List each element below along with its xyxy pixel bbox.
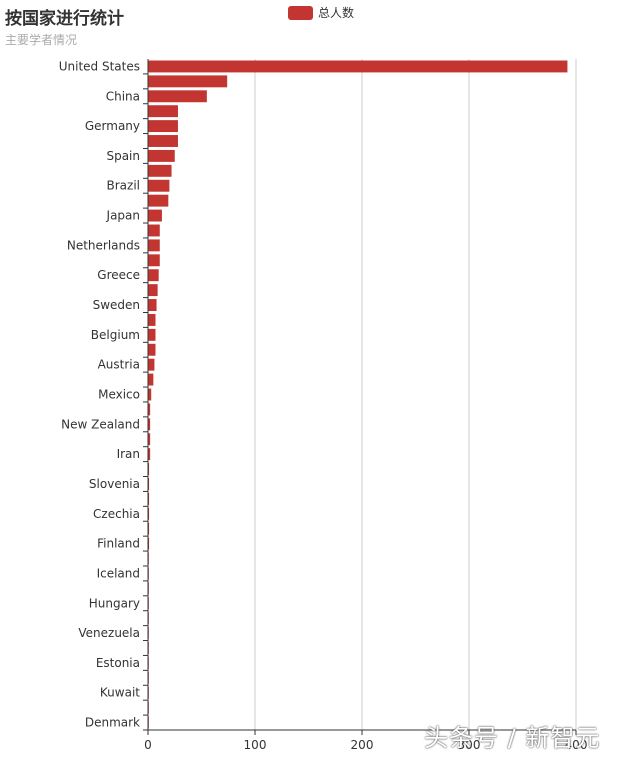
bar (148, 448, 151, 461)
y-tick-label: Spain (106, 149, 140, 163)
legend-swatch (288, 5, 313, 20)
bar (148, 478, 150, 490)
y-tick-label: Iran (117, 447, 140, 461)
bar (148, 149, 175, 162)
y-tick-label: Sweden (93, 298, 140, 312)
chart-title: 按国家进行统计 (5, 9, 124, 29)
y-tick-label: Finland (97, 537, 140, 551)
bar (148, 194, 169, 207)
bar (148, 328, 156, 341)
y-tick-label: Venezuela (78, 626, 140, 640)
bar (148, 209, 162, 222)
x-tick-label: 200 (351, 738, 374, 752)
bar (148, 75, 228, 88)
y-tick-label: Estonia (96, 656, 140, 670)
bar (148, 313, 156, 326)
bar (148, 60, 568, 73)
y-tick-label: Denmark (85, 716, 140, 730)
bar (148, 373, 154, 386)
bar (148, 120, 178, 133)
y-tick-label: China (106, 89, 140, 103)
y-tick-label: Brazil (107, 179, 141, 193)
y-tick-label: Kuwait (100, 686, 140, 700)
x-tick-label: 100 (244, 738, 267, 752)
y-tick-label: United States (59, 59, 140, 73)
y-tick-label: Austria (98, 358, 140, 372)
bar (148, 492, 150, 505)
bar (148, 418, 151, 431)
bar (148, 90, 207, 103)
bar (148, 537, 150, 550)
bar (148, 254, 160, 267)
y-tick-label: Belgium (91, 328, 140, 342)
y-tick-label: Mexico (98, 388, 140, 402)
bar (148, 239, 160, 252)
bar (148, 403, 151, 416)
y-tick-label: Germany (85, 119, 140, 133)
bar (148, 179, 170, 192)
x-tick-label: 400 (565, 738, 588, 752)
legend[interactable]: 总人数 (288, 4, 354, 21)
bar (148, 299, 157, 311)
y-tick-label: Slovenia (89, 477, 140, 491)
y-tick-label: Hungary (89, 596, 140, 610)
bar (148, 343, 156, 356)
bar (148, 522, 150, 535)
bar (148, 388, 152, 401)
y-tick-label: Netherlands (67, 238, 140, 252)
watermark: 头条号 / 新智元 (424, 724, 601, 752)
bar (148, 224, 160, 237)
y-tick-label: Japan (106, 209, 140, 223)
legend-label: 总人数 (318, 6, 355, 20)
bar (148, 284, 158, 297)
bar (148, 164, 172, 177)
x-tick-label: 0 (144, 738, 152, 752)
bar (148, 463, 150, 476)
bar (148, 269, 159, 282)
y-tick-label: Czechia (93, 507, 140, 521)
chart-subtitle: 主要学者情况 (5, 33, 78, 47)
bar (148, 105, 178, 118)
bar (148, 507, 150, 520)
y-tick-label: New Zealand (61, 417, 140, 431)
y-tick-label: Greece (97, 268, 140, 282)
y-tick-label: Iceland (97, 566, 140, 580)
x-tick-label: 300 (458, 738, 481, 752)
bar (148, 433, 151, 446)
bar (148, 358, 155, 371)
bar (148, 135, 178, 147)
